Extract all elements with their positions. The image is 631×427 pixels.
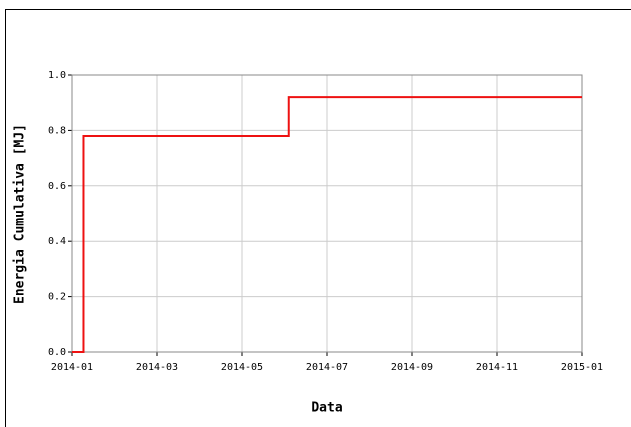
x-tick-label: 2015-01 <box>561 362 603 373</box>
x-tick-label: 2014-03 <box>136 362 178 373</box>
plot-area <box>71 74 583 353</box>
line <box>72 96 582 353</box>
x-tick-label: 2014-07 <box>306 362 348 373</box>
y-tick-label: 0.8 <box>48 125 66 136</box>
y-tick-label: 0.2 <box>48 292 66 303</box>
x-axis-title: Data <box>311 401 342 416</box>
x-tick-label: 2014-09 <box>391 362 433 373</box>
y-axis-title: Energia Cumulativa [MJ] <box>13 124 28 304</box>
frame <box>5 9 631 427</box>
y-tick-label: 1.0 <box>48 70 66 81</box>
y-tick-label: 0.0 <box>48 347 66 358</box>
y-tick-label: 0.4 <box>48 236 66 247</box>
x-tick-label: 2014-01 <box>51 362 93 373</box>
x-tick-label: 2014-11 <box>476 362 518 373</box>
y-tick-label: 0.6 <box>48 181 66 192</box>
x-tick-label: 2014-05 <box>221 362 263 373</box>
